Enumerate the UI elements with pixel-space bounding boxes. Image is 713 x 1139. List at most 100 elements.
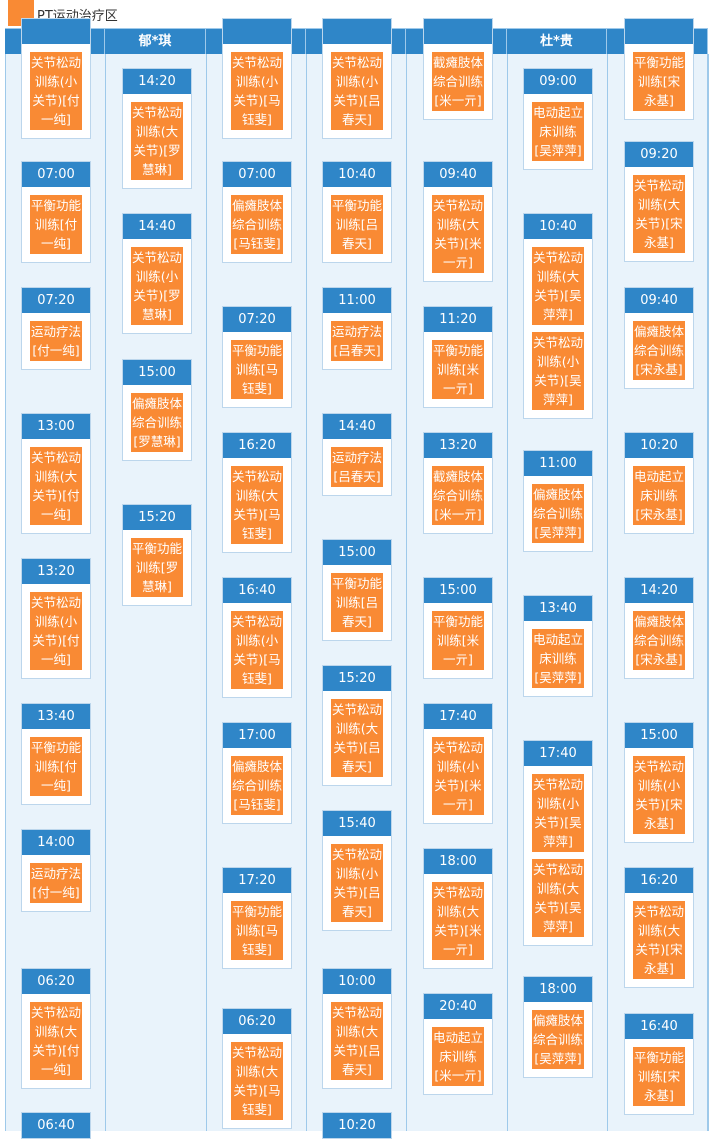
treatment-item[interactable]: 运动疗法[付一纯] (30, 321, 82, 361)
treatment-item[interactable]: 关节松动训练(大关节)[罗慧琳] (131, 102, 183, 180)
treatment-item[interactable]: 偏瘫肢体综合训练[宋永基] (633, 611, 685, 670)
treatment-item[interactable]: 关节松动训练(小关节)[马钰斐] (231, 52, 283, 130)
appointment-card[interactable]: 关节松动训练(小关节)[马钰斐] (222, 18, 292, 139)
appointment-card[interactable]: 关节松动训练(小关节)[吕春天] (322, 18, 392, 139)
appointment-card[interactable]: 09:40 关节松动训练(大关节)[米一亓] (423, 161, 493, 282)
appointment-card[interactable]: 13:20 截瘫肢体综合训练[米一亓] (423, 432, 493, 534)
appointment-card[interactable]: 15:20 平衡功能训练[罗慧琳] (122, 504, 192, 606)
appointment-card[interactable]: 15:20 关节松动训练(大关节)[吕春天] (322, 665, 392, 786)
treatment-item[interactable]: 平衡功能训练[罗慧琳] (131, 538, 183, 597)
appointment-card[interactable]: 18:00 偏瘫肢体综合训练[吴萍萍] (523, 976, 593, 1078)
treatment-item[interactable]: 电动起立床训练[宋永基] (633, 466, 685, 525)
treatment-item[interactable]: 偏瘫肢体综合训练[马钰斐] (231, 756, 283, 815)
treatment-item[interactable]: 电动起立床训练[吴萍萍] (532, 629, 584, 688)
appointment-card[interactable]: 09:20 关节松动训练(大关节)[宋永基] (624, 141, 694, 262)
treatment-item[interactable]: 关节松动训练(大关节)[吴萍萍] (532, 859, 584, 937)
treatment-item[interactable]: 关节松动训练(小关节)[吴萍萍] (532, 332, 584, 410)
treatment-item[interactable]: 偏瘫肢体综合训练[吴萍萍] (532, 484, 584, 543)
appointment-card[interactable]: 06:40 (21, 1112, 91, 1139)
treatment-item[interactable]: 平衡功能训练[吕春天] (331, 195, 383, 254)
appointment-card[interactable]: 06:20 关节松动训练(大关节)[马钰斐] (222, 1008, 292, 1129)
appointment-card[interactable]: 14:20 关节松动训练(大关节)[罗慧琳] (122, 68, 192, 189)
appointment-card[interactable]: 17:40 关节松动训练(小关节)[米一亓] (423, 703, 493, 824)
treatment-item[interactable]: 平衡功能训练[米一亓] (432, 611, 484, 670)
treatment-item[interactable]: 关节松动训练(大关节)[马钰斐] (231, 1042, 283, 1120)
treatment-item[interactable]: 关节松动训练(大关节)[宋永基] (633, 175, 685, 253)
treatment-item[interactable]: 截瘫肢体综合训练[米一亓] (432, 52, 484, 111)
treatment-item[interactable]: 偏瘫肢体综合训练[宋永基] (633, 321, 685, 380)
treatment-item[interactable]: 运动疗法[吕春天] (331, 447, 383, 487)
appointment-card[interactable]: 10:20 电动起立床训练[宋永基] (624, 432, 694, 534)
appointment-card[interactable]: 09:40 偏瘫肢体综合训练[宋永基] (624, 287, 694, 389)
treatment-item[interactable]: 关节松动训练(小关节)[付一纯] (30, 592, 82, 670)
appointment-card[interactable]: 截瘫肢体综合训练[米一亓] (423, 18, 493, 120)
treatment-item[interactable]: 关节松动训练(大关节)[付一纯] (30, 447, 82, 525)
appointment-card[interactable]: 16:40 平衡功能训练[宋永基] (624, 1013, 694, 1115)
appointment-card[interactable]: 15:40 关节松动训练(小关节)[吕春天] (322, 810, 392, 931)
treatment-item[interactable]: 截瘫肢体综合训练[米一亓] (432, 466, 484, 525)
treatment-item[interactable]: 关节松动训练(小关节)[罗慧琳] (131, 247, 183, 325)
treatment-item[interactable]: 关节松动训练(大关节)[宋永基] (633, 901, 685, 979)
treatment-item[interactable]: 关节松动训练(小关节)[马钰斐] (231, 611, 283, 689)
appointment-card[interactable]: 07:20 运动疗法[付一纯] (21, 287, 91, 370)
appointment-card[interactable]: 20:40 电动起立床训练[米一亓] (423, 993, 493, 1095)
treatment-item[interactable]: 运动疗法[吕春天] (331, 321, 383, 361)
treatment-item[interactable]: 偏瘫肢体综合训练[罗慧琳] (131, 393, 183, 452)
appointment-card[interactable]: 18:00 关节松动训练(大关节)[米一亓] (423, 848, 493, 969)
appointment-card[interactable]: 14:40 关节松动训练(小关节)[罗慧琳] (122, 213, 192, 334)
appointment-card[interactable]: 16:20 关节松动训练(大关节)[宋永基] (624, 867, 694, 988)
appointment-card[interactable]: 13:40 平衡功能训练[付一纯] (21, 703, 91, 805)
treatment-item[interactable]: 平衡功能训练[马钰斐] (231, 340, 283, 399)
treatment-item[interactable]: 电动起立床训练[吴萍萍] (532, 102, 584, 161)
treatment-item[interactable]: 平衡功能训练[宋永基] (633, 52, 685, 111)
appointment-card[interactable]: 07:00 平衡功能训练[付一纯] (21, 161, 91, 263)
appointment-card[interactable]: 11:20 平衡功能训练[米一亓] (423, 306, 493, 408)
treatment-item[interactable]: 关节松动训练(大关节)[吴萍萍] (532, 247, 584, 325)
appointment-card[interactable]: 07:20 平衡功能训练[马钰斐] (222, 306, 292, 408)
appointment-card[interactable]: 10:40 关节松动训练(大关节)[吴萍萍] 关节松动训练(小关节)[吴萍萍] (523, 213, 593, 419)
appointment-card[interactable]: 13:20 关节松动训练(小关节)[付一纯] (21, 558, 91, 679)
appointment-card[interactable]: 10:00 关节松动训练(大关节)[吕春天] (322, 968, 392, 1089)
treatment-item[interactable]: 关节松动训练(小关节)[吕春天] (331, 52, 383, 130)
treatment-item[interactable]: 关节松动训练(小关节)[吴萍萍] (532, 774, 584, 852)
appointment-card[interactable]: 16:20 关节松动训练(大关节)[马钰斐] (222, 432, 292, 553)
treatment-item[interactable]: 平衡功能训练[吕春天] (331, 573, 383, 632)
treatment-item[interactable]: 关节松动训练(小关节)[吕春天] (331, 844, 383, 922)
appointment-card[interactable]: 10:20 (322, 1112, 392, 1139)
appointment-card[interactable]: 11:00 运动疗法[吕春天] (322, 287, 392, 370)
treatment-item[interactable]: 关节松动训练(小关节)[付一纯] (30, 52, 82, 130)
appointment-card[interactable]: 11:00 偏瘫肢体综合训练[吴萍萍] (523, 450, 593, 552)
appointment-card[interactable]: 17:00 偏瘫肢体综合训练[马钰斐] (222, 722, 292, 824)
appointment-card[interactable]: 17:20 平衡功能训练[马钰斐] (222, 867, 292, 969)
treatment-item[interactable]: 偏瘫肢体综合训练[马钰斐] (231, 195, 283, 254)
appointment-card[interactable]: 13:40 电动起立床训练[吴萍萍] (523, 595, 593, 697)
treatment-item[interactable]: 平衡功能训练[宋永基] (633, 1047, 685, 1106)
treatment-item[interactable]: 运动疗法[付一纯] (30, 863, 82, 903)
appointment-card[interactable]: 07:00 偏瘫肢体综合训练[马钰斐] (222, 161, 292, 263)
treatment-item[interactable]: 平衡功能训练[米一亓] (432, 340, 484, 399)
treatment-item[interactable]: 关节松动训练(大关节)[吕春天] (331, 1002, 383, 1080)
treatment-item[interactable]: 关节松动训练(小关节)[宋永基] (633, 756, 685, 834)
appointment-card[interactable]: 15:00 平衡功能训练[吕春天] (322, 539, 392, 641)
treatment-item[interactable]: 电动起立床训练[米一亓] (432, 1027, 484, 1086)
appointment-card[interactable]: 17:40 关节松动训练(小关节)[吴萍萍] 关节松动训练(大关节)[吴萍萍] (523, 740, 593, 946)
appointment-card[interactable]: 平衡功能训练[宋永基] (624, 18, 694, 120)
appointment-card[interactable]: 14:20 偏瘫肢体综合训练[宋永基] (624, 577, 694, 679)
treatment-item[interactable]: 关节松动训练(大关节)[米一亓] (432, 195, 484, 273)
appointment-card[interactable]: 09:00 电动起立床训练[吴萍萍] (523, 68, 593, 170)
appointment-card[interactable]: 13:00 关节松动训练(大关节)[付一纯] (21, 413, 91, 534)
appointment-card[interactable]: 14:00 运动疗法[付一纯] (21, 829, 91, 912)
treatment-item[interactable]: 关节松动训练(大关节)[吕春天] (331, 699, 383, 777)
treatment-item[interactable]: 平衡功能训练[马钰斐] (231, 901, 283, 960)
appointment-card[interactable]: 关节松动训练(小关节)[付一纯] (21, 18, 91, 139)
appointment-card[interactable]: 15:00 关节松动训练(小关节)[宋永基] (624, 722, 694, 843)
treatment-item[interactable]: 偏瘫肢体综合训练[吴萍萍] (532, 1010, 584, 1069)
treatment-item[interactable]: 关节松动训练(大关节)[马钰斐] (231, 466, 283, 544)
treatment-item[interactable]: 关节松动训练(大关节)[付一纯] (30, 1002, 82, 1080)
treatment-item[interactable]: 关节松动训练(小关节)[米一亓] (432, 737, 484, 815)
appointment-card[interactable]: 10:40 平衡功能训练[吕春天] (322, 161, 392, 263)
treatment-item[interactable]: 关节松动训练(大关节)[米一亓] (432, 882, 484, 960)
appointment-card[interactable]: 15:00 平衡功能训练[米一亓] (423, 577, 493, 679)
appointment-card[interactable]: 15:00 偏瘫肢体综合训练[罗慧琳] (122, 359, 192, 461)
treatment-item[interactable]: 平衡功能训练[付一纯] (30, 737, 82, 796)
